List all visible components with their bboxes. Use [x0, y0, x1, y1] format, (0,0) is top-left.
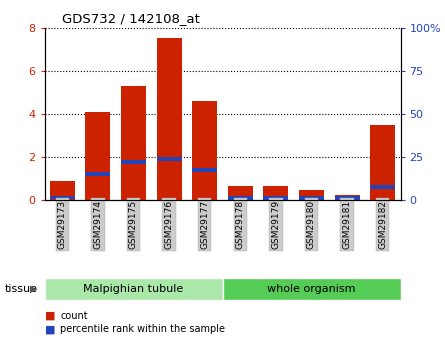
- Text: percentile rank within the sample: percentile rank within the sample: [60, 325, 225, 334]
- Text: ■: ■: [44, 311, 55, 321]
- Text: GSM29179: GSM29179: [271, 200, 280, 249]
- Bar: [85, 172, 110, 176]
- Bar: [228, 196, 253, 200]
- Text: ■: ■: [44, 325, 55, 334]
- Text: GSM29181: GSM29181: [343, 200, 352, 249]
- Bar: [50, 181, 75, 200]
- Bar: [335, 196, 360, 200]
- Bar: [263, 196, 288, 200]
- Bar: [50, 196, 75, 199]
- Bar: [299, 190, 324, 200]
- Bar: [121, 86, 146, 200]
- Text: GSM29178: GSM29178: [236, 200, 245, 249]
- Text: GSM29173: GSM29173: [58, 200, 67, 249]
- Bar: [85, 112, 110, 200]
- Text: GSM29176: GSM29176: [165, 200, 174, 249]
- Text: GSM29182: GSM29182: [378, 200, 387, 249]
- Text: Malpighian tubule: Malpighian tubule: [83, 284, 184, 294]
- Text: GSM29174: GSM29174: [93, 200, 102, 249]
- Text: GSM29180: GSM29180: [307, 200, 316, 249]
- Text: whole organism: whole organism: [267, 284, 356, 294]
- Bar: [192, 101, 217, 200]
- Bar: [335, 195, 360, 200]
- Bar: [222, 278, 400, 300]
- Bar: [157, 38, 182, 200]
- Bar: [263, 186, 288, 200]
- Bar: [121, 160, 146, 164]
- Bar: [370, 185, 395, 189]
- Text: GDS732 / 142108_at: GDS732 / 142108_at: [62, 12, 200, 25]
- Text: tissue: tissue: [4, 284, 37, 294]
- Bar: [192, 168, 217, 172]
- Bar: [228, 186, 253, 200]
- Text: ▶: ▶: [30, 284, 38, 294]
- Text: GSM29175: GSM29175: [129, 200, 138, 249]
- Text: count: count: [60, 311, 88, 321]
- Bar: [157, 157, 182, 161]
- Bar: [370, 125, 395, 200]
- Text: GSM29177: GSM29177: [200, 200, 209, 249]
- Bar: [299, 196, 324, 200]
- Bar: [44, 278, 222, 300]
